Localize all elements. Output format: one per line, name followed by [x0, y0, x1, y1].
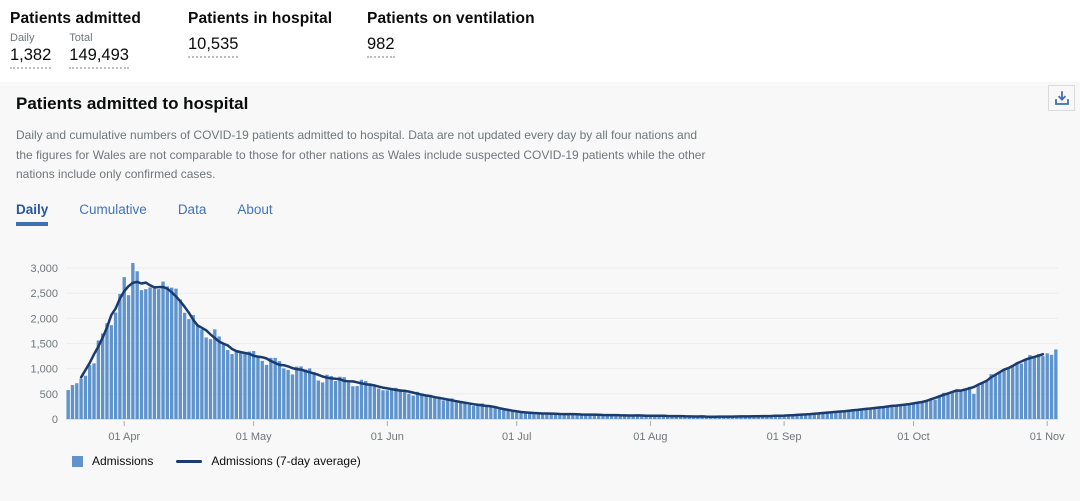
metric-value-total-admitted[interactable]: 149,493: [69, 46, 129, 69]
svg-text:01 Nov: 01 Nov: [1030, 431, 1065, 443]
patients-admitted-card: Patients admitted to hospital Daily and …: [0, 82, 1080, 501]
tab-bar: Daily Cumulative Data About: [16, 202, 273, 226]
legend-label-admissions: Admissions: [92, 454, 154, 468]
download-icon: [1053, 89, 1071, 107]
metric-value-in-hospital[interactable]: 10,535: [188, 35, 239, 58]
svg-text:2,500: 2,500: [30, 288, 58, 300]
svg-text:3,000: 3,000: [30, 263, 58, 275]
tab-about[interactable]: About: [237, 202, 273, 217]
chart-legend: Admissions Admissions (7-day average): [72, 454, 361, 468]
stat-patients-admitted: Patients admitted Daily 1,382 Total 149,…: [10, 10, 141, 69]
download-button[interactable]: [1048, 85, 1075, 111]
svg-text:500: 500: [40, 389, 58, 401]
stat-title: Patients on ventilation: [367, 10, 535, 27]
metric-label: Daily: [10, 32, 35, 44]
stat-patients-on-ventilation: Patients on ventilation 982: [367, 10, 535, 58]
stat-title: Patients in hospital: [188, 10, 333, 27]
metric-label: Total: [69, 32, 93, 44]
metric-value-daily-admitted[interactable]: 1,382: [10, 46, 52, 69]
stat-metric-daily: Daily 1,382: [10, 32, 52, 69]
svg-text:01 Jun: 01 Jun: [371, 431, 404, 443]
admissions-swatch: [72, 455, 83, 467]
legend-label-average: Admissions (7-day average): [211, 454, 361, 468]
stat-patients-in-hospital: Patients in hospital 10,535: [188, 10, 332, 58]
card-title: Patients admitted to hospital: [16, 94, 249, 113]
svg-text:01 Aug: 01 Aug: [633, 431, 667, 443]
svg-text:1,500: 1,500: [30, 339, 58, 351]
svg-text:01 Apr: 01 Apr: [108, 431, 140, 443]
average-line-swatch: [176, 459, 203, 463]
svg-text:0: 0: [52, 414, 58, 426]
tab-daily[interactable]: Daily: [16, 202, 49, 226]
svg-text:01 Oct: 01 Oct: [897, 431, 929, 443]
admissions-chart[interactable]: 0 500 1,000 1,500 2,000 2,500 3,000 01 Apr 01 Ma…: [0, 249, 1080, 451]
tab-cumulative[interactable]: Cumulative: [79, 202, 147, 217]
stat-metric-total: Total 149,493: [69, 32, 129, 69]
svg-text:2,000: 2,000: [30, 313, 58, 325]
tab-data[interactable]: Data: [177, 202, 207, 217]
svg-text:1,000: 1,000: [30, 364, 58, 376]
svg-text:01 Sep: 01 Sep: [767, 431, 802, 443]
card-description: Daily and cumulative numbers of COVID-19…: [16, 128, 706, 181]
stat-title: Patients admitted: [10, 10, 141, 27]
metric-value-on-ventilation[interactable]: 982: [367, 35, 395, 58]
svg-text:01 May: 01 May: [236, 431, 273, 443]
svg-text:01 Jul: 01 Jul: [502, 431, 531, 443]
